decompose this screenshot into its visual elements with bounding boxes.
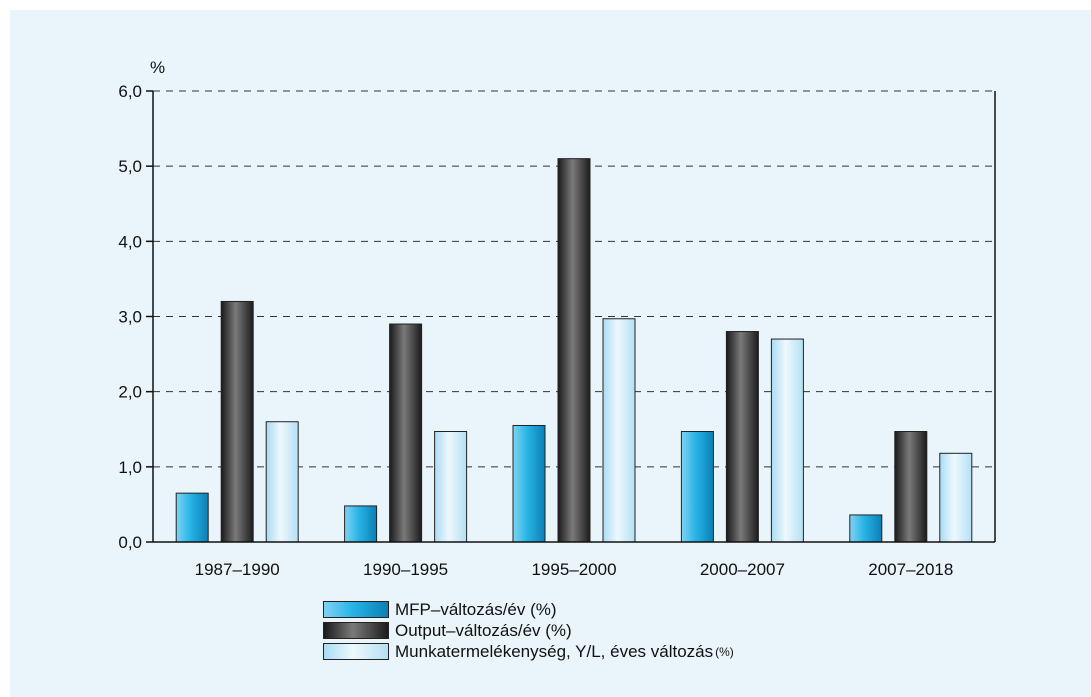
bar-output bbox=[389, 323, 423, 543]
bar-mfp bbox=[512, 424, 546, 543]
bar-labor bbox=[265, 421, 299, 543]
bar-mfp bbox=[344, 505, 378, 543]
bar-output bbox=[220, 300, 254, 543]
y-tick-label: 3,0 bbox=[118, 308, 142, 327]
y-tick-label: 6,0 bbox=[118, 82, 142, 101]
bar-labor bbox=[602, 318, 636, 543]
legend-swatch-labor bbox=[323, 643, 389, 660]
x-category-label: 1990–1995 bbox=[363, 560, 448, 579]
legend-label-output: Output–változás/év (%) bbox=[395, 620, 572, 640]
bar-mfp bbox=[175, 492, 209, 543]
bar-output bbox=[725, 331, 759, 543]
x-category-label: 2007–2018 bbox=[868, 560, 953, 579]
bar-labor bbox=[939, 452, 973, 543]
legend-item-labor: Munkatermelékenység, Y/L, éves változás … bbox=[323, 641, 734, 662]
legend-label-labor: Munkatermelékenység, Y/L, éves változás bbox=[395, 641, 714, 661]
x-category-label: 1987–1990 bbox=[195, 560, 280, 579]
legend-label-mfp: MFP–változás/év (%) bbox=[395, 599, 557, 619]
y-tick-label: 1,0 bbox=[118, 458, 142, 477]
legend-label-labor-suffix: (%) bbox=[715, 644, 734, 659]
legend-swatch-mfp bbox=[323, 601, 389, 618]
bar-mfp bbox=[849, 514, 883, 543]
bar-mfp bbox=[680, 431, 714, 543]
y-tick-label: 4,0 bbox=[118, 232, 142, 251]
bar-labor bbox=[434, 431, 468, 543]
y-tick-label: 0,0 bbox=[118, 533, 142, 552]
y-tick-label: 5,0 bbox=[118, 157, 142, 176]
y-unit-label: % bbox=[150, 58, 165, 77]
x-category-label: 2000–2007 bbox=[700, 560, 785, 579]
legend-swatch-output bbox=[323, 622, 389, 639]
legend-item-mfp: MFP–változás/év (%) bbox=[323, 599, 734, 620]
bar-output bbox=[557, 158, 591, 543]
legend-item-output: Output–változás/év (%) bbox=[323, 620, 734, 641]
legend: MFP–változás/év (%) Output–változás/év (… bbox=[323, 599, 734, 662]
bar-chart: % 0,0 1,0 2,0 3,0 4,0 5,0 6,0 1987–1990 1990–199… bbox=[118, 58, 996, 579]
chart-figure: % 0,0 1,0 2,0 3,0 4,0 5,0 6,0 1987–1990 1990–199… bbox=[10, 10, 1091, 697]
bar-output bbox=[894, 431, 928, 543]
y-tick-label: 2,0 bbox=[118, 383, 142, 402]
bar-labor bbox=[770, 338, 804, 543]
x-category-label: 1995–2000 bbox=[531, 560, 616, 579]
